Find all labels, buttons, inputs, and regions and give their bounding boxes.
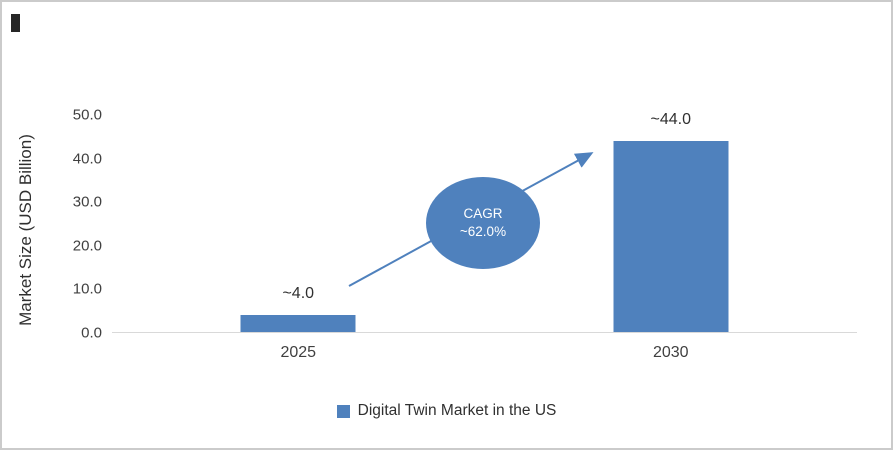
cagr-annotation: CAGR ~62.0% [426,177,540,269]
bar-value-label: ~4.0 [282,284,315,302]
legend-swatch-icon [336,404,350,418]
y-axis-title-text: Market Size (USD Billion) [16,134,36,326]
x-axis-label: 2025 [280,344,317,361]
bar-2025 [240,314,356,332]
bar-value-label: ~44.0 [650,111,691,129]
legend: Digital Twin Market in the US [2,402,891,420]
bar-2030 [613,141,729,332]
y-tick-label: 30.0 [72,193,102,211]
y-axis-ticks: 0.0 10.0 20.0 30.0 40.0 50.0 [46,107,102,342]
y-tick-label: 10.0 [72,280,102,298]
x-axis-label: 2030 [652,344,689,361]
stray-mark [11,14,20,32]
y-tick-label: 50.0 [72,106,102,124]
cagr-annotation-line2: ~62.0% [459,224,507,239]
y-tick-label: 40.0 [72,150,102,168]
y-tick-label: 20.0 [72,237,102,255]
y-axis-title: Market Size (USD Billion) [4,110,48,350]
cagr-annotation-line1: CAGR [463,205,503,221]
y-tick-label: 0.0 [81,324,102,342]
plot-area: ~4.0 2025 ~44.0 2030 [112,111,857,361]
legend-label: Digital Twin Market in the US [357,402,557,419]
